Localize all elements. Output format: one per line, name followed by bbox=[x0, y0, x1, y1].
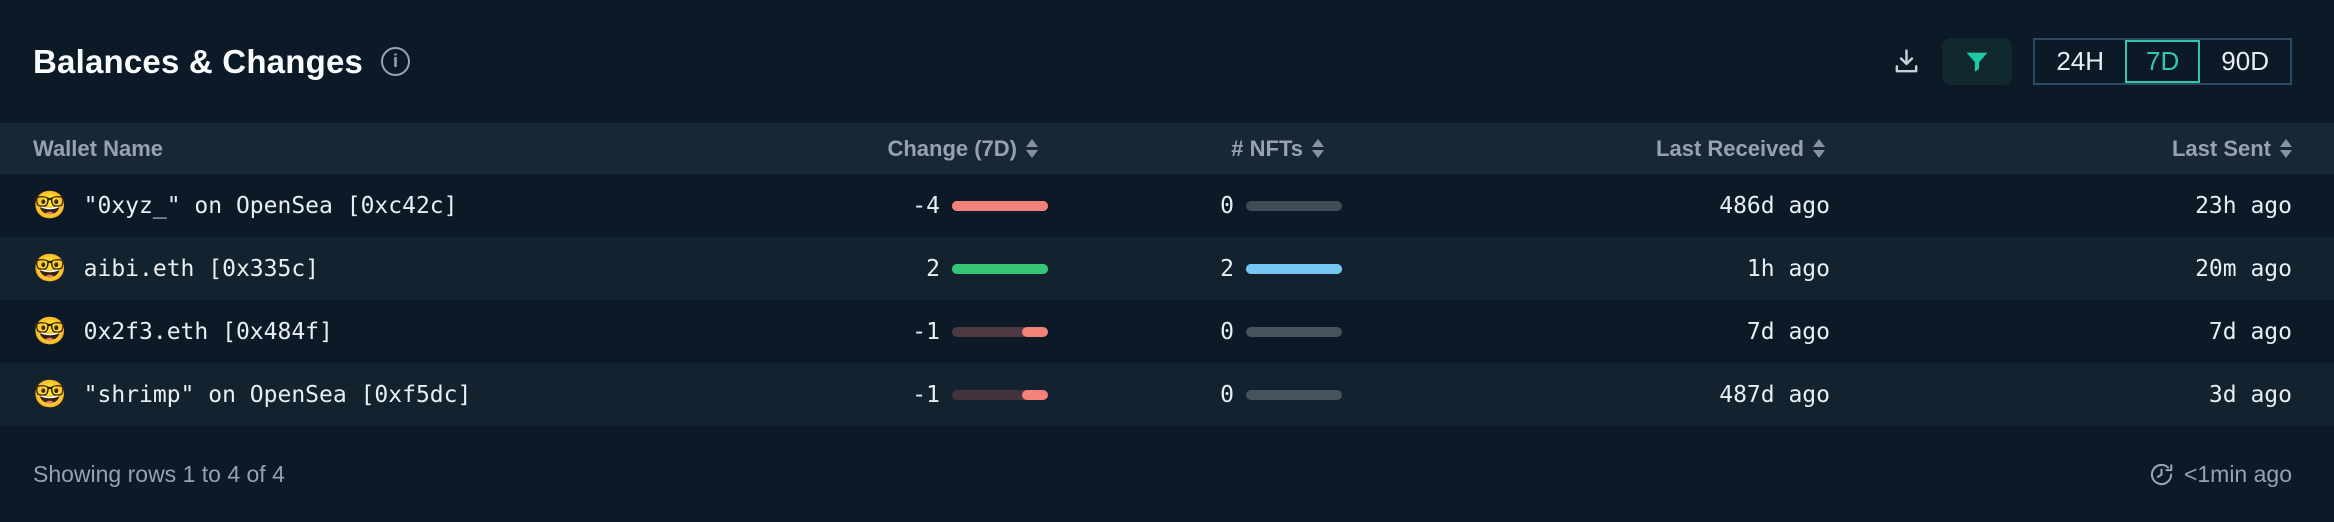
wallet-name: 0x2f3.eth [0x484f] bbox=[83, 318, 333, 345]
table-header: Wallet Name Change (7D) # NFTs Last Rece… bbox=[0, 123, 2334, 174]
wallet-name: "shrimp" on OpenSea [0xf5dc] bbox=[83, 381, 472, 408]
nerd-face-emoji-icon: 🤓 bbox=[33, 316, 67, 347]
time-range-90d[interactable]: 90D bbox=[2200, 40, 2290, 83]
nfts-bar bbox=[1246, 263, 1342, 274]
column-header-last-received[interactable]: Last Received bbox=[1342, 136, 1830, 162]
change-value: -4 bbox=[912, 192, 940, 219]
filter-funnel-icon bbox=[1963, 48, 1991, 76]
wallet-name-cell[interactable]: 🤓 "0xyz_" on OpenSea [0xc42c] bbox=[33, 192, 848, 219]
nfts-bar bbox=[1246, 326, 1342, 337]
download-icon bbox=[1892, 47, 1921, 76]
column-header-wallet-name: Wallet Name bbox=[33, 135, 164, 161]
clock-history-icon bbox=[2149, 462, 2174, 487]
last-received-value: 486d ago bbox=[1719, 192, 1830, 219]
column-header-last-sent[interactable]: Last Sent bbox=[1830, 136, 2292, 162]
table-row[interactable]: 🤓 "shrimp" on OpenSea [0xf5dc] -1 0 487d… bbox=[0, 363, 2334, 426]
wallet-name-cell[interactable]: 🤓 aibi.eth [0x335c] bbox=[33, 255, 848, 282]
nfts-value: 0 bbox=[1220, 192, 1234, 219]
nfts-bar bbox=[1246, 200, 1342, 211]
last-sent-value: 7d ago bbox=[2208, 318, 2292, 345]
table-row[interactable]: 🤓 0x2f3.eth [0x484f] -1 0 7d ago 7d ago bbox=[0, 300, 2334, 363]
last-updated-text: <1min ago bbox=[2183, 460, 2292, 487]
sort-icon[interactable] bbox=[1026, 139, 1038, 158]
change-bar bbox=[952, 326, 1048, 337]
last-sent-value: 20m ago bbox=[2195, 255, 2292, 282]
nerd-face-emoji-icon: 🤓 bbox=[33, 379, 67, 410]
nfts-bar bbox=[1246, 389, 1342, 400]
title-bar: Balances & Changes i 24H 7D bbox=[0, 0, 2334, 123]
table-row[interactable]: 🤓 aibi.eth [0x335c] 2 2 1h ago 20m ago bbox=[0, 237, 2334, 300]
change-cell: 2 bbox=[848, 256, 1048, 282]
change-cell: -1 bbox=[848, 319, 1048, 345]
last-received-value: 487d ago bbox=[1719, 381, 1830, 408]
change-value: -1 bbox=[912, 381, 940, 408]
nfts-value: 0 bbox=[1220, 381, 1234, 408]
last-updated: <1min ago bbox=[2149, 461, 2292, 488]
nerd-face-emoji-icon: 🤓 bbox=[33, 190, 67, 221]
change-bar bbox=[952, 263, 1048, 274]
nfts-cell: 0 bbox=[1048, 319, 1342, 345]
filter-button[interactable] bbox=[1942, 38, 2013, 85]
sort-icon[interactable] bbox=[2280, 139, 2292, 158]
last-received-value: 1h ago bbox=[1746, 255, 1830, 282]
info-icon[interactable]: i bbox=[381, 47, 411, 76]
wallet-name-cell[interactable]: 🤓 "shrimp" on OpenSea [0xf5dc] bbox=[33, 381, 848, 408]
last-sent-value: 3d ago bbox=[2208, 381, 2292, 408]
table-row[interactable]: 🤓 "0xyz_" on OpenSea [0xc42c] -4 0 486d … bbox=[0, 174, 2334, 237]
last-sent-value: 23h ago bbox=[2195, 192, 2292, 219]
change-cell: -4 bbox=[848, 193, 1048, 219]
nerd-face-emoji-icon: 🤓 bbox=[33, 253, 67, 284]
download-button[interactable] bbox=[1892, 47, 1921, 76]
sort-icon[interactable] bbox=[1813, 139, 1825, 158]
time-range-24h[interactable]: 24H bbox=[2035, 40, 2125, 83]
nfts-cell: 0 bbox=[1048, 382, 1342, 408]
nfts-cell: 2 bbox=[1048, 256, 1342, 282]
time-range-7d[interactable]: 7D bbox=[2125, 40, 2200, 83]
column-header-change[interactable]: Change (7D) bbox=[848, 136, 1048, 162]
change-bar bbox=[952, 389, 1048, 400]
wallet-name: "0xyz_" on OpenSea [0xc42c] bbox=[83, 192, 458, 219]
wallet-name-cell[interactable]: 🤓 0x2f3.eth [0x484f] bbox=[33, 318, 848, 345]
change-bar bbox=[952, 200, 1048, 211]
nfts-value: 2 bbox=[1220, 255, 1234, 282]
sort-icon[interactable] bbox=[1312, 139, 1324, 158]
last-received-value: 7d ago bbox=[1746, 318, 1830, 345]
time-range-selector: 24H 7D 90D bbox=[2033, 38, 2292, 85]
change-cell: -1 bbox=[848, 382, 1048, 408]
page-title: Balances & Changes bbox=[33, 42, 364, 80]
table-footer: Showing rows 1 to 4 of 4 <1min ago bbox=[0, 426, 2334, 522]
change-value: -1 bbox=[912, 318, 940, 345]
rows-summary: Showing rows 1 to 4 of 4 bbox=[33, 460, 285, 487]
change-value: 2 bbox=[926, 255, 940, 282]
nfts-value: 0 bbox=[1220, 318, 1234, 345]
nfts-cell: 0 bbox=[1048, 193, 1342, 219]
wallet-name: aibi.eth [0x335c] bbox=[83, 255, 320, 282]
column-header-nfts[interactable]: # NFTs bbox=[1048, 136, 1342, 162]
